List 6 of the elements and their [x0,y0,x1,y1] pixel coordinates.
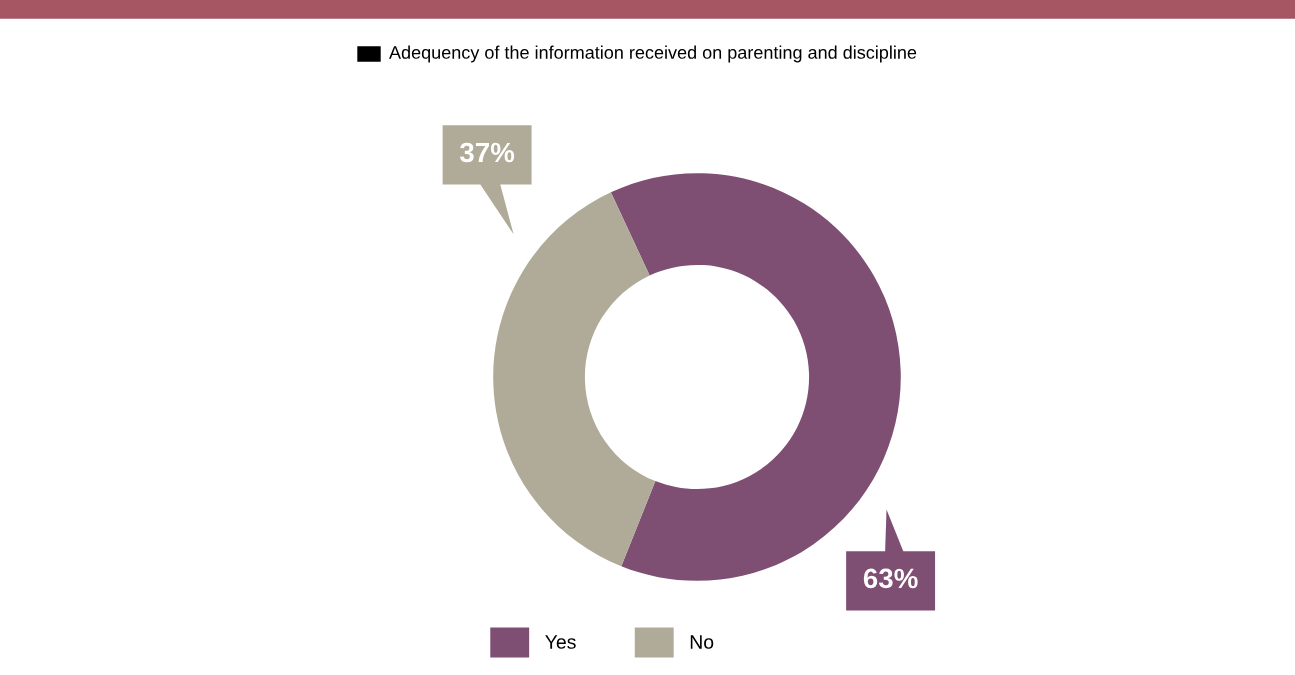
legend-label: Yes [545,635,576,649]
chart-title: Adequency of the information received on parenting and discipline [389,45,917,63]
data-label: 63% [863,568,918,589]
legend-label: No [690,635,714,649]
donut-slice [493,192,656,567]
data-label: 37% [459,142,515,163]
